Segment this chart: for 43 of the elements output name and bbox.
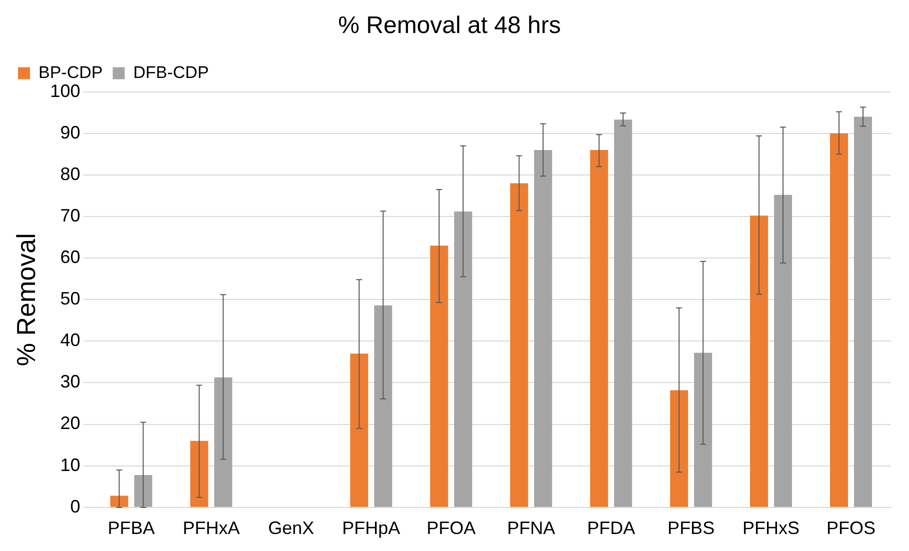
y-tick-label: 80 bbox=[60, 164, 80, 184]
bar bbox=[534, 150, 552, 507]
legend-label: BP-CDP bbox=[38, 62, 103, 82]
bar bbox=[750, 216, 768, 507]
y-tick-label: 0 bbox=[70, 496, 80, 516]
bar bbox=[830, 133, 848, 507]
x-tick-label: PFDA bbox=[587, 518, 636, 538]
bar bbox=[854, 116, 872, 507]
y-tick-label: 10 bbox=[60, 454, 80, 475]
y-tick-label: 70 bbox=[60, 205, 80, 226]
y-tick-label: 60 bbox=[60, 247, 80, 268]
bar bbox=[694, 352, 712, 507]
bar bbox=[774, 194, 792, 507]
bar bbox=[190, 440, 208, 507]
y-tick-label: 50 bbox=[60, 288, 80, 309]
bar bbox=[614, 120, 632, 507]
bar bbox=[214, 377, 232, 507]
x-tick-label: PFNA bbox=[507, 518, 556, 538]
y-tick-label: 20 bbox=[60, 413, 80, 434]
legend-label: DFB-CDP bbox=[133, 62, 209, 82]
bar bbox=[510, 183, 528, 507]
x-tick-label: PFHxA bbox=[182, 518, 240, 538]
y-tick-label: 90 bbox=[60, 122, 80, 142]
x-tick-label: PFOA bbox=[426, 518, 476, 538]
bar bbox=[134, 474, 152, 507]
bar bbox=[430, 246, 448, 507]
x-tick-label: PFBA bbox=[108, 518, 155, 538]
chart-title: % Removal at 48 hrs bbox=[338, 12, 561, 40]
y-tick-label: 40 bbox=[60, 330, 80, 350]
y-axis-title: % Removal bbox=[10, 233, 41, 366]
bar bbox=[350, 354, 368, 507]
bar bbox=[670, 390, 688, 507]
x-tick-label: GenX bbox=[268, 518, 314, 538]
x-tick-label: PFHpA bbox=[342, 518, 400, 538]
bar bbox=[374, 305, 392, 507]
x-tick-label: PFBS bbox=[668, 518, 715, 538]
bar bbox=[454, 211, 472, 507]
x-tick-label: PFOS bbox=[826, 518, 876, 538]
y-tick-label: 100 bbox=[50, 80, 80, 101]
y-tick-label: 30 bbox=[60, 372, 80, 392]
bar bbox=[110, 496, 128, 507]
bar bbox=[590, 150, 608, 507]
x-tick-label: PFHxS bbox=[742, 518, 800, 538]
